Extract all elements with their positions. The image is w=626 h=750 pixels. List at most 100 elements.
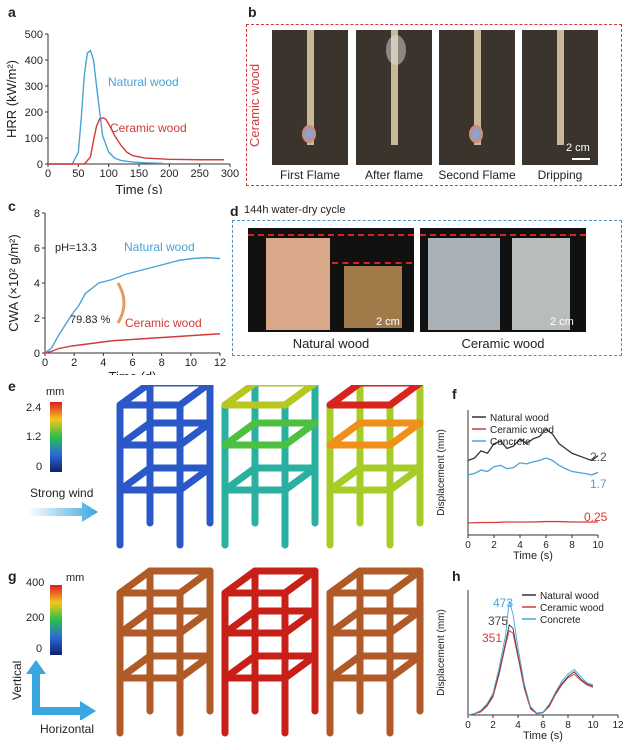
- value-label-concrete: 473: [493, 596, 513, 610]
- frame-beam: [221, 419, 259, 449]
- reduction-arrow: [116, 282, 126, 324]
- tower-ceramic-wood: [221, 567, 319, 737]
- frame-beam: [221, 464, 259, 494]
- series-line-natural-wood: [467, 623, 594, 716]
- scale-bar-d-right: 2 cm: [550, 316, 574, 328]
- series-line-ceramic-wood: [467, 520, 598, 524]
- x-tick-label: 2: [71, 357, 77, 369]
- x-tick-label: 6: [129, 357, 135, 369]
- y-tick-label: 300: [25, 81, 43, 93]
- x-axis-label: Time (d): [109, 369, 157, 375]
- panel-label-a: a: [8, 4, 16, 20]
- x-tick-label: 8: [565, 720, 571, 731]
- frame-beam: [116, 385, 153, 409]
- frame-beam: [326, 419, 364, 449]
- legend-label-natural: Natural wood: [490, 413, 549, 424]
- series-line-ceramic-wood: [467, 629, 594, 716]
- frame-beam: [221, 607, 259, 637]
- chart-c: 02468101202468Time (d)CWA (×10² g/m²)pH=…: [6, 208, 226, 375]
- x-tick-label: 6: [543, 540, 549, 551]
- x-tick-label: 0: [42, 357, 48, 369]
- panel-b-frame: [246, 24, 622, 186]
- y-tick-label: 100: [25, 133, 43, 145]
- frame-beam: [221, 567, 259, 597]
- panel-label-h: h: [452, 568, 461, 584]
- value-label-ceramic: 0.25: [584, 510, 608, 524]
- frame-beam: [176, 464, 214, 494]
- colorbar-g: [50, 585, 62, 655]
- frame-beam: [281, 652, 319, 682]
- x-tick-label: 4: [515, 720, 521, 731]
- y-tick-label: 6: [34, 243, 40, 255]
- frame-beam: [176, 607, 214, 637]
- frame-beam: [281, 567, 319, 597]
- legend-tick-e-0: 2.4: [26, 402, 42, 414]
- series-line-natural-wood: [44, 256, 221, 354]
- caption-first-flame: First Flame: [280, 168, 340, 182]
- x-tick-label: 100: [99, 168, 117, 180]
- legend-label-ceramic-wood: Ceramic wood: [110, 121, 187, 135]
- panel-label-g: g: [8, 568, 17, 584]
- series-line-ceramic-wood: [48, 117, 224, 165]
- frame-beam: [116, 464, 154, 494]
- x-tick-label: 12: [612, 720, 624, 731]
- y-axis-label: CWA (×10² g/m²): [6, 234, 21, 331]
- x-tick-label: 0: [45, 168, 51, 180]
- legend-label-concrete: Concrete: [540, 615, 581, 626]
- frame-beam: [281, 607, 319, 637]
- legend-label-natural-wood: Natural wood: [124, 240, 195, 254]
- y-tick-label: 0: [34, 348, 40, 360]
- percent-annotation: 79.83 %: [70, 314, 111, 326]
- panel-label-b: b: [248, 4, 257, 20]
- frame-beam: [281, 385, 318, 409]
- panel-label-e: e: [8, 378, 16, 394]
- scale-bar-d-left: 2 cm: [376, 316, 400, 328]
- chart-f: 0 2 4 6 8 10 Time (s) Displacement (mm) Natural …: [436, 410, 608, 562]
- x-tick-label: 2: [490, 720, 496, 731]
- frame-beam: [386, 567, 424, 597]
- y-tick-label: 2: [34, 313, 40, 325]
- series-line-natural-wood: [48, 49, 164, 165]
- frame-beam: [176, 652, 214, 682]
- panel-label-c: c: [8, 198, 16, 214]
- x-tick-label: 10: [592, 540, 604, 551]
- caption-dripping: Dripping: [537, 168, 583, 182]
- y-tick-label: 8: [34, 208, 40, 220]
- x-tick-label: 8: [159, 357, 165, 369]
- photo-second-flame: [439, 30, 515, 165]
- legend-label-ceramic: Ceramic wood: [540, 603, 604, 614]
- frame-beam: [386, 652, 424, 682]
- frame-beam: [281, 464, 319, 494]
- photo-first-flame: [272, 30, 348, 165]
- caption-natural-wood: Natural wood: [292, 336, 370, 351]
- caption-ceramic-wood: Ceramic wood: [461, 336, 545, 351]
- frame-beam: [386, 607, 424, 637]
- panel-d-title: 144h water-dry cycle: [244, 204, 346, 216]
- tower-natural-wood: [116, 385, 214, 549]
- frame-beam: [281, 419, 319, 449]
- legend-label-natural-wood: Natural wood: [108, 75, 179, 89]
- frame-beam: [116, 607, 154, 637]
- panel-d-frame: [232, 220, 622, 356]
- x-tick-label: 250: [190, 168, 208, 180]
- tower-ceramic-wood: [221, 385, 319, 549]
- legend-tick-e-1: 1.2: [26, 431, 42, 443]
- x-tick-label: 4: [517, 540, 523, 551]
- tower-natural-wood: [116, 567, 214, 737]
- y-tick-label: 4: [34, 278, 40, 290]
- y-axis-label: Displacement (mm): [436, 429, 447, 516]
- x-tick-label: 6: [540, 720, 546, 731]
- value-label-natural: 2.2: [590, 450, 607, 464]
- frame-beam: [326, 652, 364, 682]
- y-tick-label: 0: [37, 159, 43, 171]
- x-axis-label: Time (s): [513, 550, 553, 562]
- series-line-ceramic-wood: [44, 333, 221, 354]
- x-tick-label: 2: [491, 540, 497, 551]
- panel-label-f: f: [452, 386, 457, 402]
- colorbar-e: [50, 402, 62, 472]
- scale-bar-b: 2 cm: [566, 142, 590, 154]
- x-tick-label: 12: [214, 357, 226, 369]
- x-tick-label: 0: [465, 720, 471, 731]
- photo-dripping: 2 cm: [522, 30, 598, 165]
- frame-beam: [326, 385, 363, 409]
